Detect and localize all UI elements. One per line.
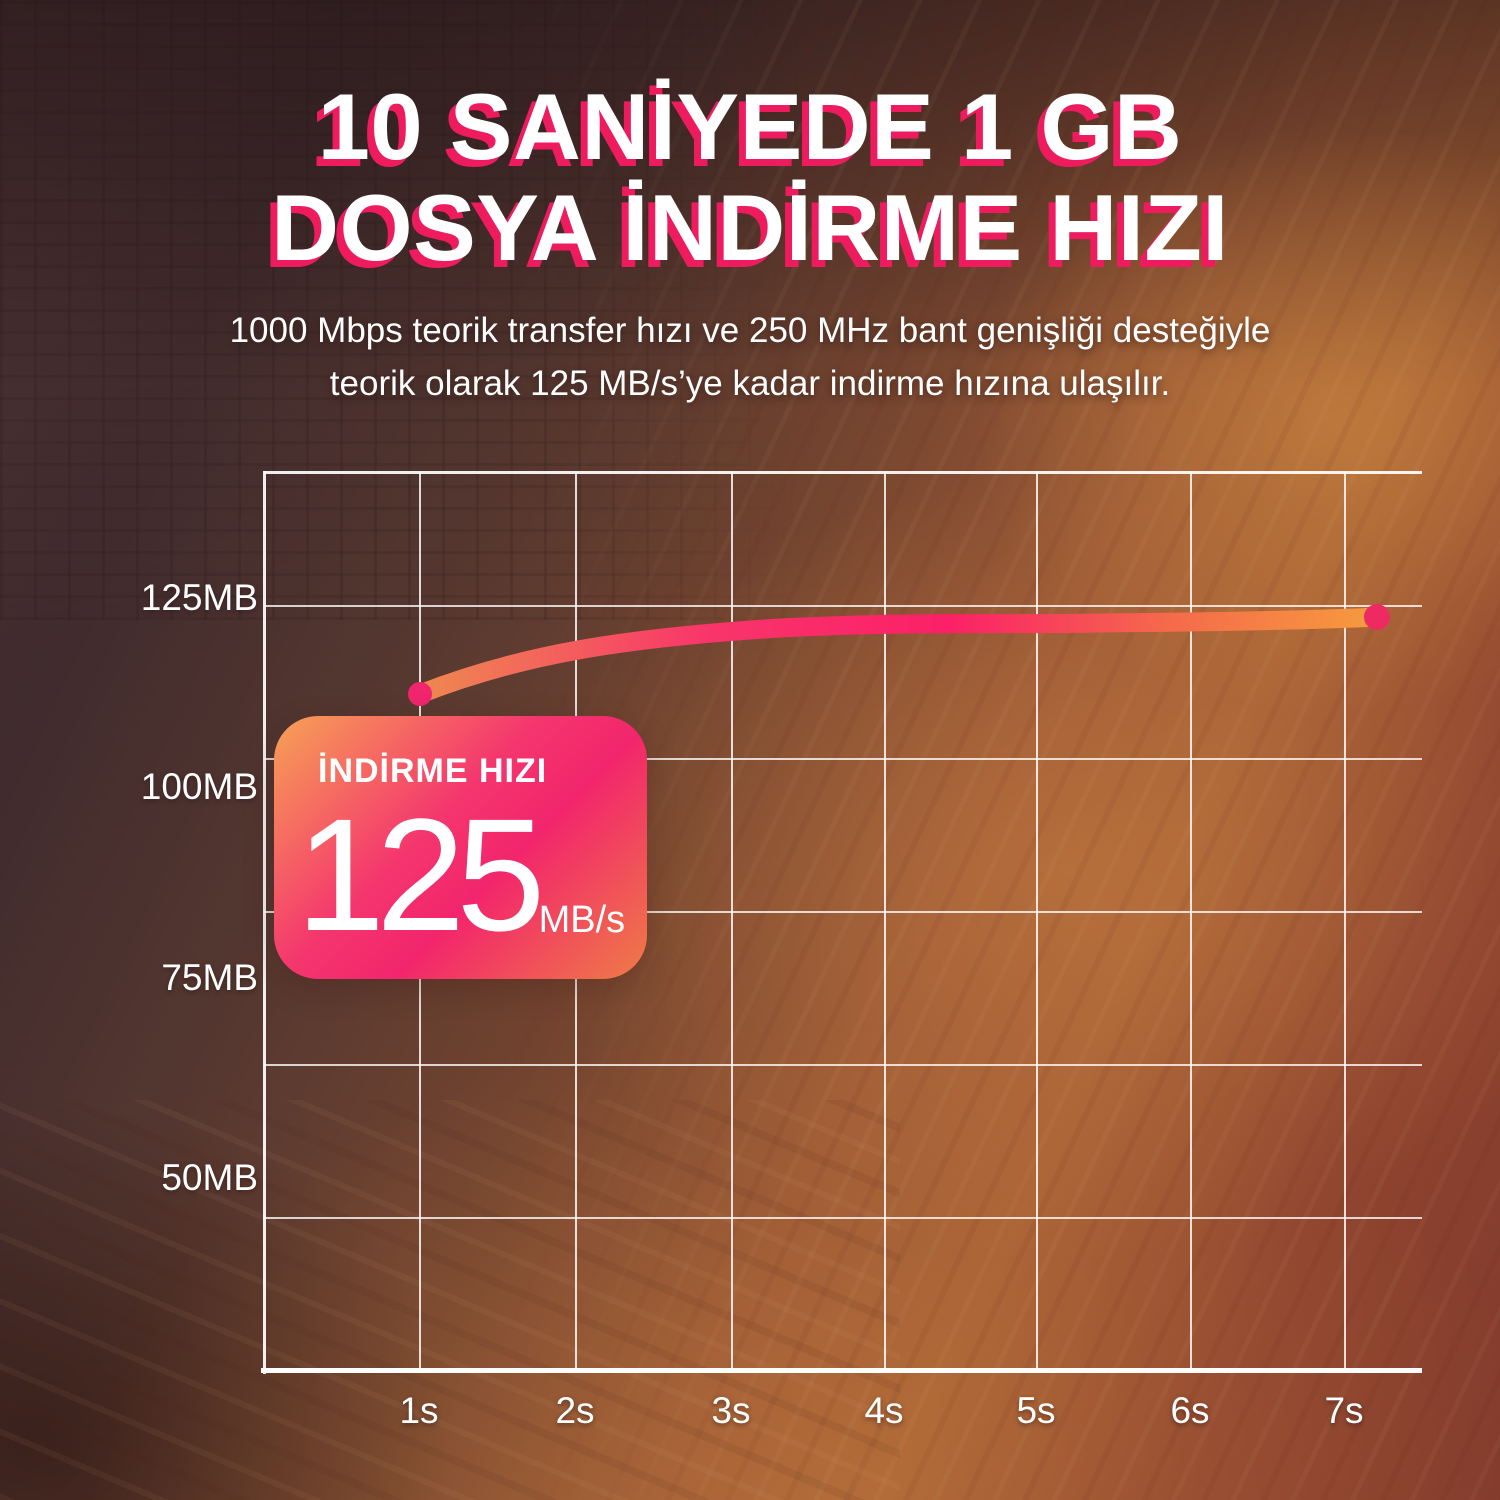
gridline-v-6s (1190, 472, 1192, 1371)
gridline-v-5s (1036, 472, 1038, 1371)
x-tick-3s: 3s (711, 1390, 751, 1431)
y-tick-100mb: 100MB (140, 766, 258, 807)
background-buildings (0, 0, 800, 620)
x-tick-6s: 6s (1170, 1390, 1210, 1431)
gridline-h-75 (264, 911, 1422, 913)
x-tick-4s: 4s (864, 1390, 904, 1431)
chart-left-border (263, 471, 266, 1374)
y-tick-50mb: 50MB (161, 1157, 258, 1198)
gridline-h-125 (264, 605, 1422, 607)
page-title-line-2: DOSYA İNDİRME HIZI (271, 175, 1229, 280)
badge-label: İNDİRME HIZI (318, 752, 548, 790)
background-lower-roads (0, 1100, 900, 1500)
download-speed-badge: İNDİRME HIZI 125 MB/s (274, 716, 647, 979)
background-highway-streaks (500, 0, 1500, 1500)
data-point-end (1364, 604, 1390, 630)
gridline-v-3s (731, 472, 733, 1371)
gridline-v-4s (884, 472, 886, 1371)
badge-value-row: 125 MB/s (274, 793, 647, 956)
x-tick-5s: 5s (1016, 1390, 1056, 1431)
gridline-h-25 (264, 1217, 1422, 1219)
gridline-h-50 (264, 1064, 1422, 1066)
x-tick-1s: 1s (399, 1390, 439, 1431)
chart-top-border (264, 471, 1422, 474)
page-subtitle-line-2: teorik olarak 125 MB/s’ye kadar indirme … (329, 364, 1171, 403)
x-tick-7s: 7s (1324, 1390, 1364, 1431)
x-axis-line (261, 1368, 1422, 1373)
page-subtitle: 1000 Mbps teorik transfer hızı ve 250 MH… (0, 304, 1500, 410)
badge-unit: MB/s (538, 899, 626, 942)
y-tick-75mb: 75MB (161, 957, 258, 998)
page-title-line-1: 10 SANİYEDE 1 GB (317, 74, 1183, 179)
page-subtitle-line-1: 1000 Mbps teorik transfer hızı ve 250 MH… (229, 311, 1271, 350)
gridline-h-100 (264, 758, 1422, 760)
y-tick-125mb: 125MB (140, 577, 258, 618)
gridline-v-7s (1344, 472, 1346, 1371)
page-title: 10 SANİYEDE 1 GB DOSYA İNDİRME HIZI (0, 76, 1500, 278)
badge-value: 125 (296, 785, 545, 964)
x-tick-2s: 2s (555, 1390, 595, 1431)
speed-line (410, 607, 1387, 704)
data-point-start (408, 682, 432, 706)
